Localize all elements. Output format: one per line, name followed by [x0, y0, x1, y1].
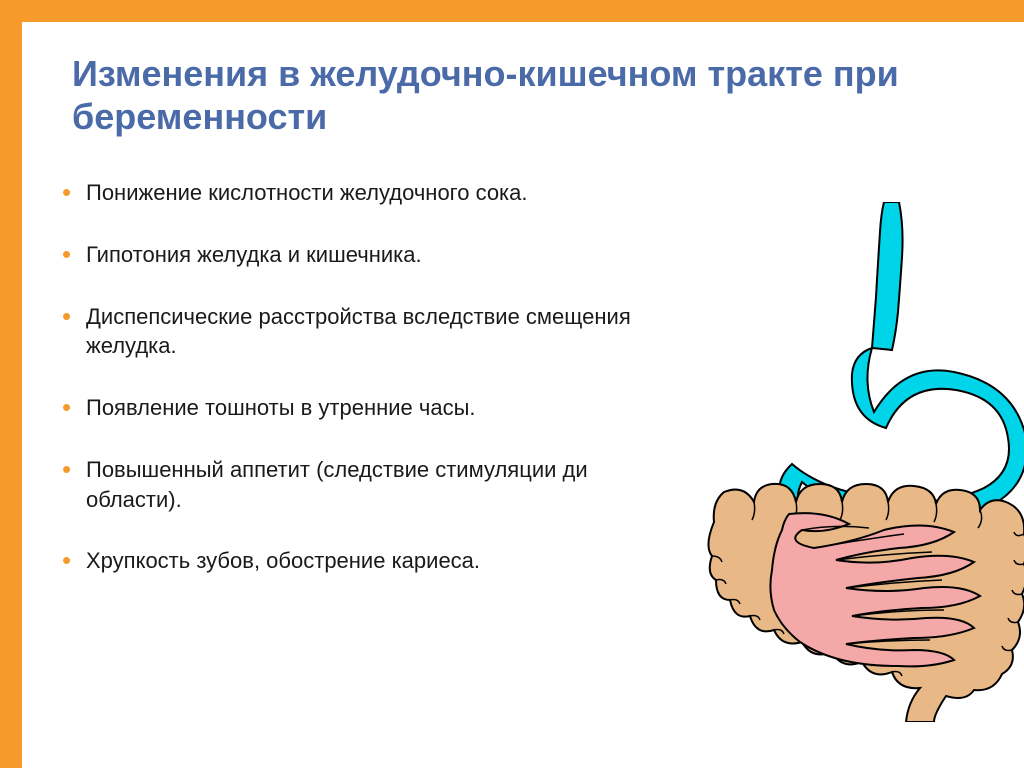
- bullet-item: Хрупкость зубов, обострение кариеса.: [62, 546, 682, 576]
- frame-left-bar: [0, 0, 22, 768]
- bullet-item: Гипотония желудка и кишечника.: [62, 240, 682, 270]
- bullet-item: Диспепсические расстройства вследствие с…: [62, 302, 682, 361]
- bullet-item: Понижение кислотности желудочного сока.: [62, 178, 682, 208]
- digestive-system-diagram: [674, 202, 1024, 722]
- frame-top-bar: [0, 0, 1024, 22]
- slide-title: Изменения в желудочно-кишечном тракте пр…: [62, 52, 1004, 138]
- slide-content: Изменения в желудочно-кишечном тракте пр…: [22, 22, 1024, 768]
- bullet-item: Появление тошноты в утренние часы.: [62, 393, 682, 423]
- bullet-item: Повышенный аппетит (следствие стимуляции…: [62, 455, 682, 514]
- esophagus-shape: [872, 202, 903, 350]
